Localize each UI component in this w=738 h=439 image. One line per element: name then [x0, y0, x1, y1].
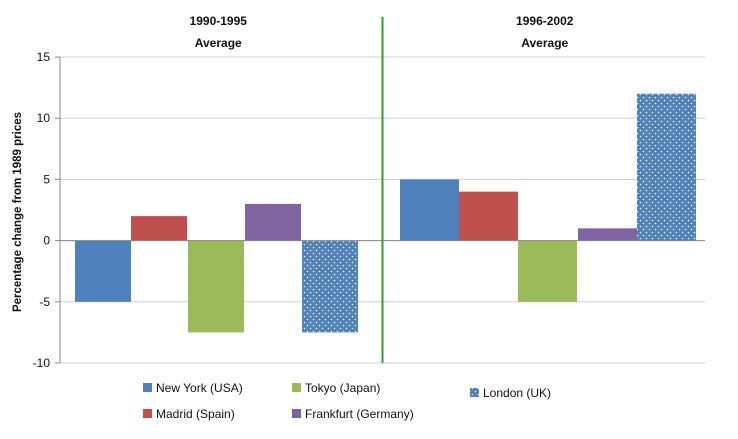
bar-tokyo-japan-group-1	[188, 240, 244, 333]
y-tick-label: 15	[37, 50, 51, 64]
legend-swatch	[470, 388, 479, 397]
legend-label: Madrid (Spain)	[156, 407, 235, 421]
bar-new-york-usa-group-1	[75, 240, 131, 302]
y-tick-label: -5	[39, 295, 50, 309]
period-title-line1: 1990-1995	[190, 14, 248, 28]
legend: New York (USA) Madrid (Spain) Tokyo (Japan…	[143, 381, 551, 421]
axes	[55, 17, 705, 364]
legend-swatch	[143, 383, 152, 392]
legend-label: Tokyo (Japan)	[305, 381, 380, 395]
y-tick-label: 0	[43, 234, 50, 248]
bar-frankfurt-germany-group-1	[245, 203, 301, 241]
bar-madrid-spain-group-1	[131, 216, 187, 241]
y-axis-label: Percentage change from 1989 prices	[12, 112, 24, 312]
bar-london-uk-group-2	[637, 93, 696, 241]
y-tick-label: 10	[37, 111, 51, 125]
bar-new-york-usa-group-2	[400, 179, 459, 241]
bars	[75, 93, 696, 333]
bar-madrid-spain-group-2	[459, 191, 518, 241]
period-title-line1: 1996-2002	[516, 14, 574, 28]
y-tick-label: 5	[43, 172, 50, 186]
y-tick-label: -10	[33, 356, 51, 370]
legend-label: London (UK)	[483, 386, 551, 400]
bar-london-uk-group-1	[302, 240, 358, 333]
legend-swatch	[292, 383, 301, 392]
legend-swatch	[292, 409, 301, 418]
period-title-line2: Average	[195, 36, 242, 50]
labels: 15 10 5 0 -5 -10 Percentage change from 1989 p…	[12, 14, 574, 370]
bar-tokyo-japan-group-2	[518, 240, 577, 302]
legend-swatch	[143, 409, 152, 418]
bar-frankfurt-germany-group-2	[578, 228, 637, 241]
legend-label: Frankfurt (Germany)	[305, 407, 414, 421]
legend-label: New York (USA)	[156, 381, 243, 395]
period-title-line2: Average	[521, 36, 568, 50]
